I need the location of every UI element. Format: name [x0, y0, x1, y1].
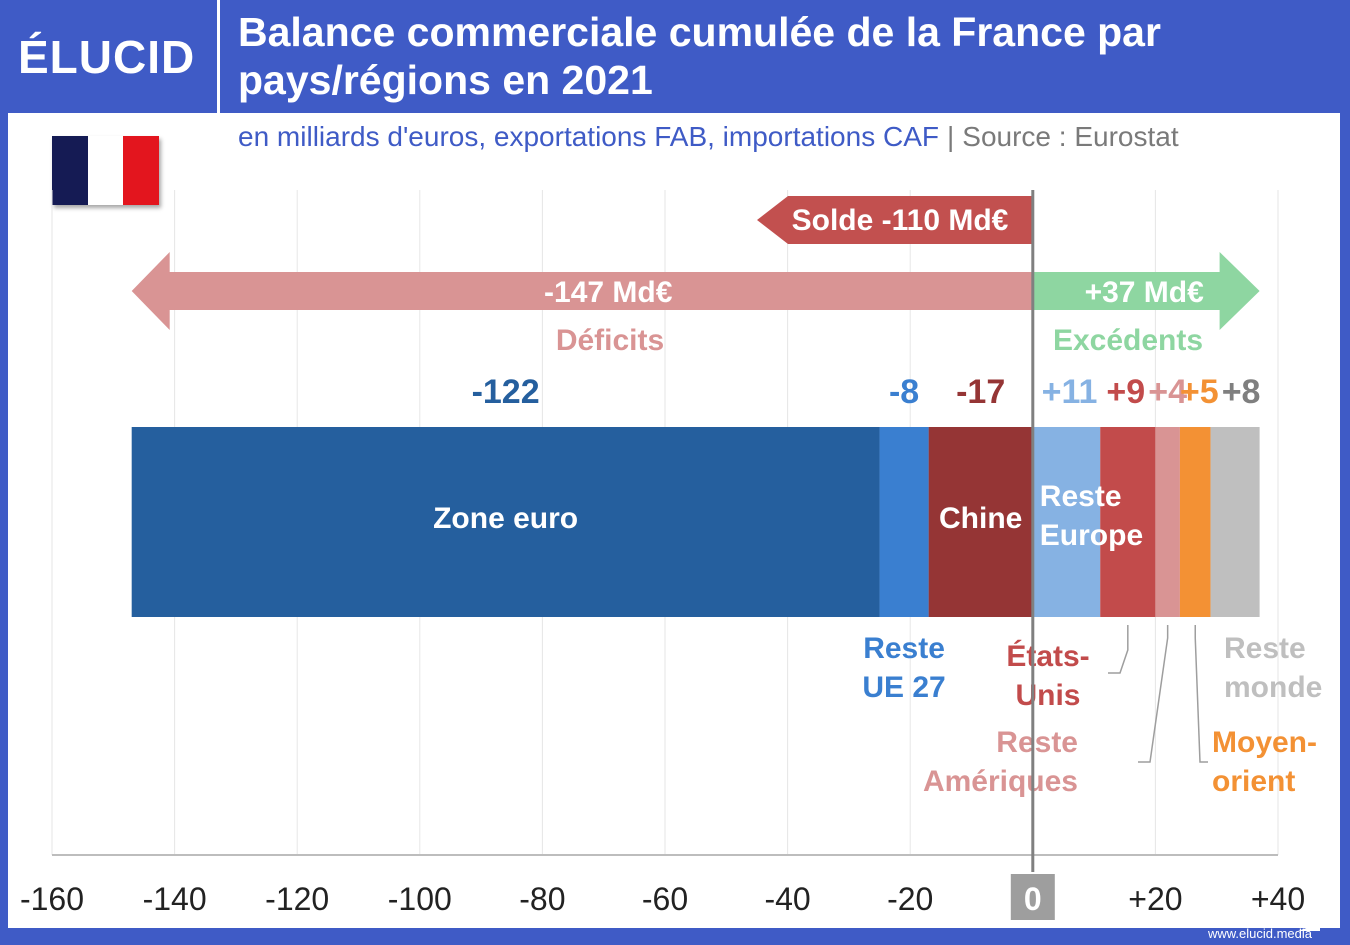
tick-label-9: +20	[1128, 881, 1182, 917]
solde-label: Solde -110 Md€	[792, 204, 1009, 237]
category-label-reste-monde: Reste monde	[1224, 632, 1322, 704]
bar--tats-unis	[1100, 427, 1156, 617]
category-label-chine: Chine	[939, 502, 1022, 535]
leader-line-moyen-orient	[1194, 625, 1208, 763]
zero-tick-box	[1010, 874, 1055, 920]
value-label-4: +9	[1106, 373, 1145, 411]
subtitle-units: en milliards d'euros, exportations FAB, …	[238, 121, 939, 152]
header-bar: ÉLUCID Balance commerciale cumulée de la…	[0, 0, 1350, 113]
leader-line-etats-unis	[1108, 625, 1129, 674]
france-flag-icon	[52, 136, 160, 205]
tick-label-2: -120	[265, 881, 329, 917]
flag-red-stripe	[123, 136, 160, 205]
tick-label-4: -80	[519, 881, 565, 917]
tick-label-8: 0	[1024, 881, 1042, 917]
value-label-2: -122	[472, 373, 540, 411]
tick-label-7: -20	[887, 881, 933, 917]
tick-label-5: -60	[642, 881, 688, 917]
tick-label-6: -40	[764, 881, 810, 917]
tick-label-0: -160	[20, 881, 84, 917]
solde-arrow	[757, 196, 1033, 244]
category-label-moyen-orient: Moyen-orient	[1212, 726, 1317, 798]
bar-reste-ue-27	[879, 427, 929, 617]
elucid-mark-icon	[1298, 923, 1320, 931]
category-label-reste-ameriques: Reste Amériques	[923, 726, 1078, 798]
footer-url: www.elucid.media	[1207, 926, 1312, 941]
deficit-arrow	[131, 252, 1033, 330]
tick-label-3: -100	[388, 881, 452, 917]
logo-divider	[217, 0, 220, 113]
value-label-3: +11	[1042, 373, 1098, 411]
value-label-5: +4	[1148, 373, 1187, 411]
value-label-6: +5	[1180, 373, 1219, 411]
category-label-zone-euro: Zone euro	[433, 502, 578, 535]
flag-white-stripe	[87, 136, 124, 205]
category-label-etats-unis: États-Unis	[1006, 639, 1089, 712]
value-label-7: +8	[1222, 373, 1261, 411]
bar-reste-europe	[1032, 427, 1101, 617]
elucid-logo: ÉLUCID	[18, 31, 196, 83]
bar-reste-am-riques	[1155, 427, 1180, 617]
deficits-caption: Déficits	[556, 324, 664, 357]
surplus-total-label: +37 Md€	[1085, 276, 1205, 309]
flag-blue-stripe	[52, 136, 88, 205]
bar-zone-euro	[131, 427, 880, 617]
chart-title: Balance commerciale cumulée de la France…	[238, 9, 1161, 103]
bar-moyen-orient	[1179, 427, 1211, 617]
tick-label-1: -140	[143, 881, 207, 917]
tick-label-10: +40	[1251, 881, 1305, 917]
category-label-reste-ue-27: Reste UE 27	[862, 632, 945, 704]
subtitle-separator: |	[946, 121, 955, 152]
bar-reste-monde	[1210, 427, 1260, 617]
excedents-caption: Excédents	[1053, 324, 1203, 357]
chart-subtitle: en milliards d'euros, exportations FAB, …	[238, 121, 1179, 153]
surplus-arrow	[1032, 252, 1260, 330]
value-label-0: -17	[956, 373, 1005, 411]
bar-chine	[928, 427, 1033, 617]
deficit-total-label: -147 Md€	[544, 276, 673, 309]
leader-line-reste-ameriques	[1138, 625, 1169, 763]
value-label-1: -8	[889, 373, 919, 411]
source-label: Source : Eurostat	[962, 121, 1179, 152]
category-label-reste-europe: Reste Europe	[1040, 480, 1143, 552]
